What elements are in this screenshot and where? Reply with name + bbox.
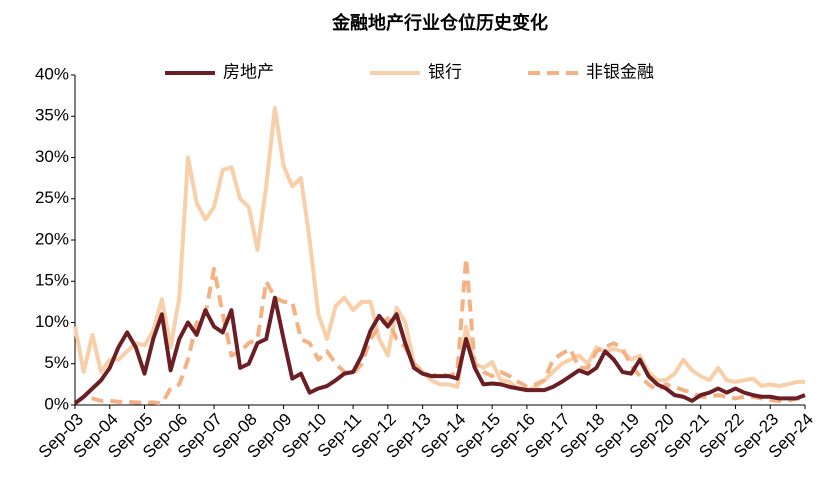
y-tick-label: 15% xyxy=(35,271,69,290)
y-tick-label: 20% xyxy=(35,229,69,248)
y-tick-label: 0% xyxy=(44,394,69,413)
y-tick-label: 30% xyxy=(35,147,69,166)
series-line xyxy=(73,106,805,393)
y-tick-label: 35% xyxy=(35,106,69,125)
y-tick-label: 5% xyxy=(44,353,69,372)
series-line xyxy=(73,295,806,405)
series-line xyxy=(73,256,805,406)
y-tick-label: 10% xyxy=(35,312,69,331)
y-tick-label: 25% xyxy=(35,188,69,207)
chart-title: 金融地产行业仓位历史变化 xyxy=(331,12,548,33)
legend-label: 房地产 xyxy=(223,62,274,81)
legend-label: 银行 xyxy=(428,62,462,81)
y-tick-label: 40% xyxy=(35,64,69,83)
legend-label: 非银金融 xyxy=(586,62,654,81)
